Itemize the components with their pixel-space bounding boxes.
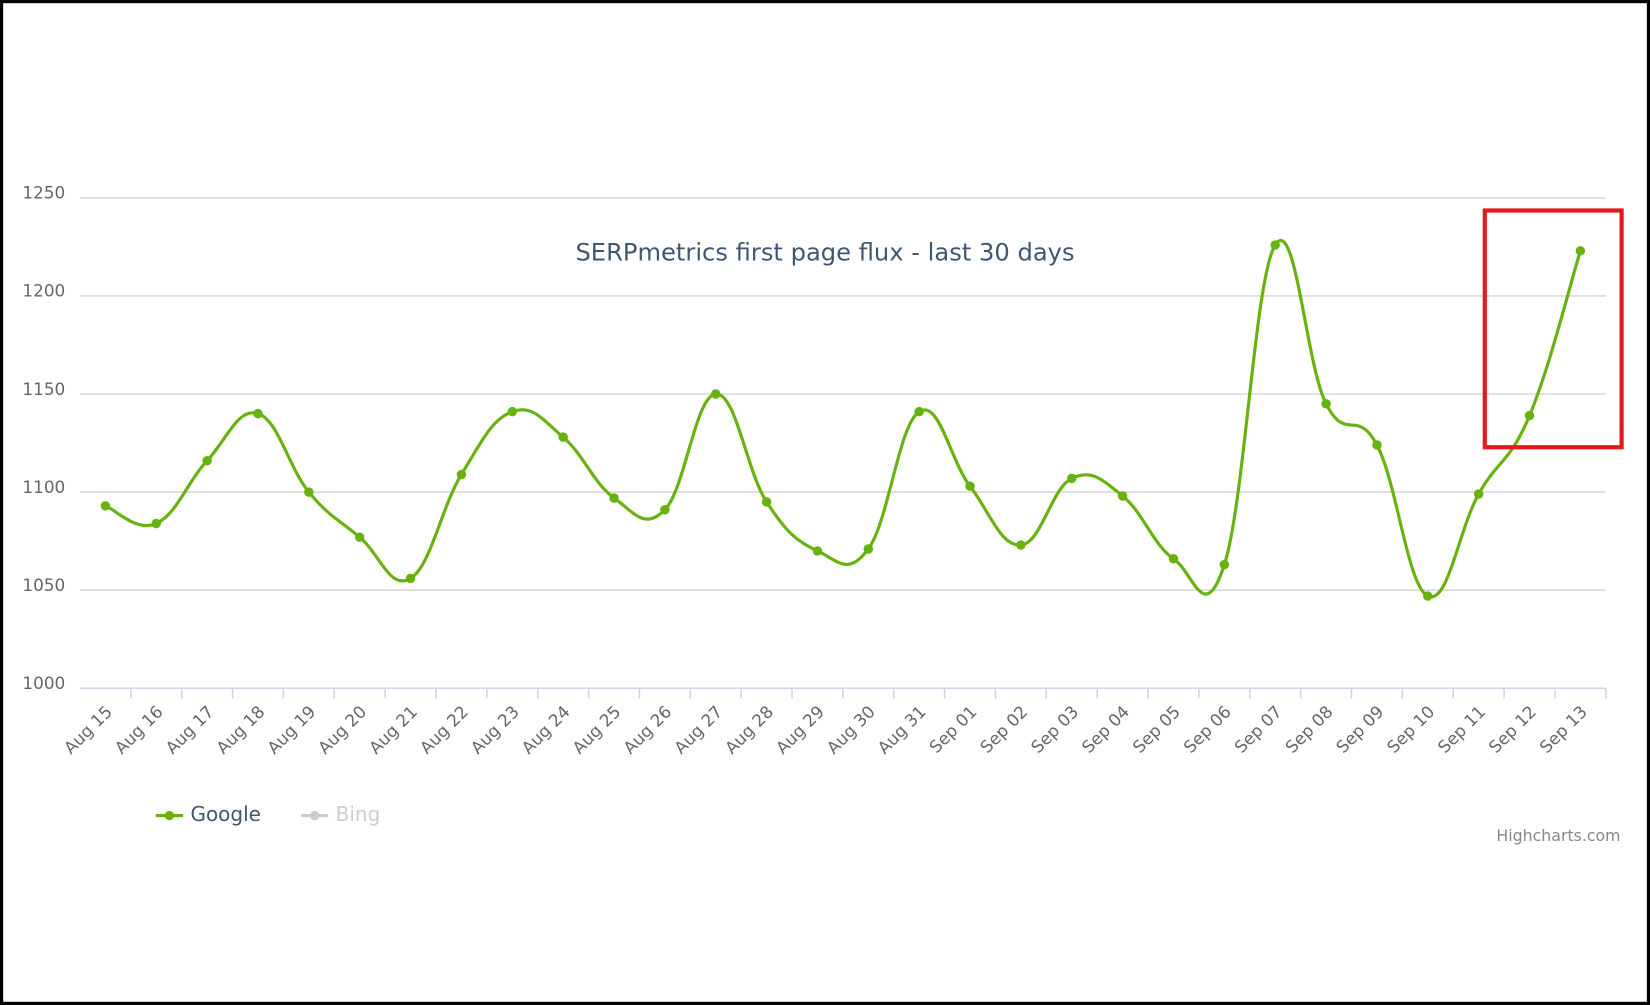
point	[1423, 591, 1433, 601]
legend-symbol	[309, 810, 320, 821]
plot	[100, 239, 1586, 601]
legend-symbol	[164, 810, 175, 821]
point	[202, 455, 212, 466]
point	[100, 501, 111, 511]
point	[1270, 240, 1280, 250]
point	[914, 406, 924, 417]
point	[354, 532, 365, 542]
credit[interactable]: Highcharts.com	[1496, 826, 1620, 845]
y-tick-label: 1050	[22, 575, 65, 595]
series-line	[104, 239, 1582, 599]
point	[1219, 559, 1230, 570]
point	[507, 406, 518, 417]
y-tick-label: 1100	[22, 477, 65, 497]
point	[1067, 473, 1077, 484]
point	[1372, 440, 1382, 450]
point	[812, 546, 823, 556]
point	[660, 505, 670, 515]
legend-item[interactable]: Google	[190, 802, 260, 826]
point	[711, 389, 721, 399]
point	[405, 573, 416, 584]
highlight-box	[1482, 208, 1624, 450]
point	[965, 481, 975, 491]
y-tick-label: 1200	[22, 281, 65, 301]
point	[151, 518, 162, 529]
point	[1016, 540, 1026, 550]
point	[558, 432, 568, 442]
y-tick-label: 1150	[22, 379, 65, 399]
chart-title: SERPmetrics first page flux - last 30 da…	[575, 239, 1074, 267]
point	[1473, 489, 1484, 499]
point	[761, 497, 772, 507]
y-tick-label: 1250	[22, 183, 65, 203]
point	[253, 408, 263, 419]
point	[456, 469, 467, 480]
legend-item[interactable]: Bing	[336, 802, 381, 826]
point	[609, 493, 619, 503]
point	[1575, 246, 1586, 256]
y-tick-label: 1000	[22, 673, 65, 693]
point	[863, 544, 874, 554]
point	[1524, 410, 1535, 421]
point	[1321, 399, 1331, 409]
point	[1117, 491, 1128, 501]
point	[304, 487, 314, 497]
point	[1168, 554, 1179, 564]
